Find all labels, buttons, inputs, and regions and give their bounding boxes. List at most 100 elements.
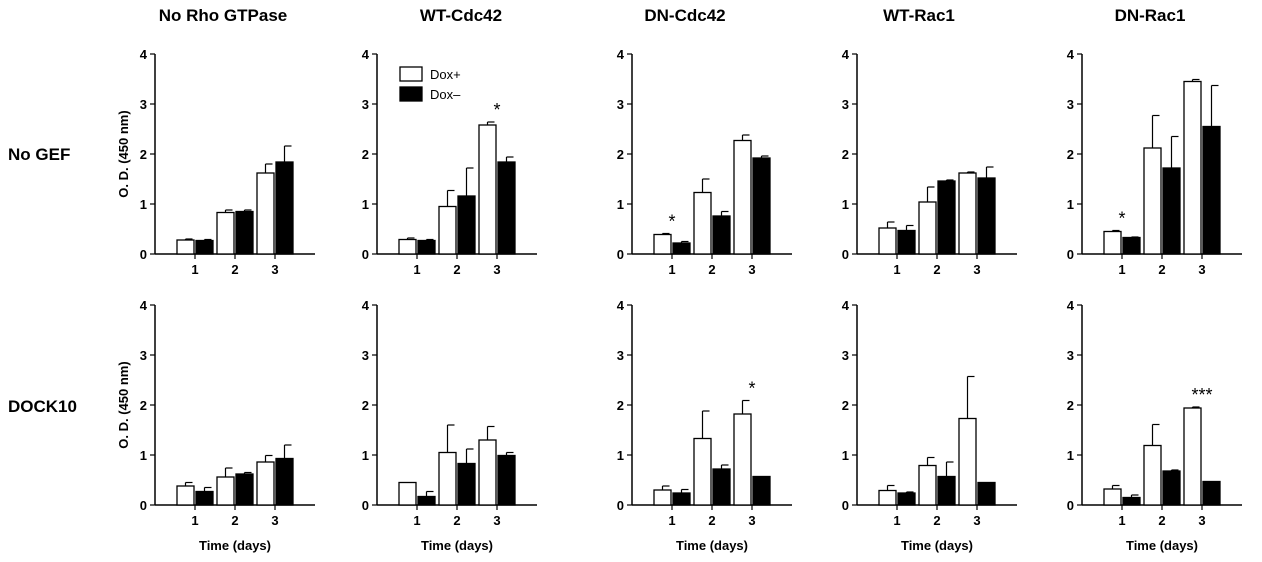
y-tick-label: 1 [842, 448, 849, 463]
bar-dox-plus [653, 233, 672, 255]
y-tick-label: 0 [842, 498, 849, 513]
bar-dox-minus [497, 454, 516, 506]
column-title-3: WT-Rac1 [883, 6, 955, 25]
bar-dox-minus [1162, 470, 1181, 506]
bar-dox-plus [1143, 444, 1162, 506]
x-tick-label: 1 [1118, 513, 1125, 528]
x-tick-label: 2 [708, 513, 715, 528]
x-axis-title: Time (days) [199, 538, 271, 553]
bar-dox-plus [1143, 147, 1162, 255]
x-axis-title: Time (days) [676, 538, 748, 553]
x-tick-label: 2 [231, 262, 238, 277]
bar-dox-minus [712, 468, 731, 506]
x-tick-label: 1 [191, 513, 198, 528]
y-tick-label: 1 [362, 448, 369, 463]
y-tick-label: 2 [842, 147, 849, 162]
x-axis-title: Time (days) [421, 538, 493, 553]
bar-dox-plus [398, 238, 417, 255]
bar-dox-plus [176, 239, 195, 255]
bar-dox-minus [897, 229, 916, 255]
y-tick-label: 0 [140, 247, 147, 262]
bar-dox-minus [195, 490, 214, 506]
y-tick-label: 0 [617, 247, 624, 262]
bar-dox-plus [693, 437, 712, 506]
x-tick-label: 2 [933, 262, 940, 277]
bar-dox-plus [733, 413, 752, 506]
bar-dox-plus [438, 451, 457, 506]
bar-dox-plus [918, 464, 937, 506]
column-title-1: WT-Cdc42 [420, 6, 502, 25]
y-axis-title: O. D. (450 nm) [116, 361, 131, 448]
y-tick-label: 0 [1067, 498, 1074, 513]
x-tick-label: 3 [1198, 513, 1205, 528]
bar-dox-minus [1162, 167, 1181, 255]
bar-dox-plus [693, 191, 712, 255]
bar-dox-minus [417, 239, 436, 255]
y-tick-label: 4 [362, 47, 370, 62]
y-tick-label: 4 [362, 298, 370, 313]
x-tick-label: 1 [668, 513, 675, 528]
bar-dox-plus [878, 489, 897, 506]
x-tick-label: 2 [231, 513, 238, 528]
bar-dox-minus [752, 475, 771, 506]
bar-dox-plus [918, 201, 937, 255]
bar-dox-minus [1202, 480, 1221, 506]
y-axis-title: O. D. (450 nm) [116, 110, 131, 197]
x-tick-label: 2 [933, 513, 940, 528]
row-title-0: No GEF [8, 145, 70, 164]
legend-swatch-dox-minus [399, 86, 423, 102]
y-tick-label: 3 [842, 97, 849, 112]
bar-dox-minus [712, 215, 731, 255]
y-tick-label: 3 [140, 97, 147, 112]
bar-dox-minus [1122, 496, 1141, 506]
row-title-1: DOCK10 [8, 397, 77, 416]
bar-dox-plus [1183, 407, 1202, 506]
y-tick-label: 2 [362, 398, 369, 413]
y-tick-label: 2 [617, 398, 624, 413]
bar-dox-plus [256, 172, 275, 255]
y-tick-label: 0 [140, 498, 147, 513]
y-tick-label: 4 [842, 47, 850, 62]
y-tick-label: 1 [140, 197, 147, 212]
x-tick-label: 3 [973, 513, 980, 528]
y-tick-label: 1 [1067, 448, 1074, 463]
y-tick-label: 4 [140, 298, 148, 313]
x-tick-label: 1 [893, 262, 900, 277]
y-tick-label: 3 [1067, 348, 1074, 363]
y-tick-label: 1 [842, 197, 849, 212]
bar-dox-minus [977, 481, 996, 506]
y-tick-label: 1 [617, 448, 624, 463]
y-tick-label: 2 [1067, 147, 1074, 162]
y-tick-label: 0 [362, 498, 369, 513]
bar-dox-plus [478, 124, 497, 255]
bar-dox-minus [672, 492, 691, 506]
x-tick-label: 1 [1118, 262, 1125, 277]
x-tick-label: 1 [413, 513, 420, 528]
significance-marker: * [668, 212, 675, 232]
panel-4: 0 1 2 3 4 1 2 3 * [1067, 47, 1242, 277]
x-tick-label: 3 [748, 513, 755, 528]
bar-dox-minus [752, 157, 771, 255]
y-tick-label: 3 [617, 348, 624, 363]
x-tick-label: 2 [708, 262, 715, 277]
bar-dox-minus [235, 473, 254, 506]
bar-dox-minus [937, 475, 956, 506]
bar-dox-plus [438, 205, 457, 255]
x-tick-label: 3 [271, 513, 278, 528]
panel-3: 0 1 2 3 4 1 2 3 [842, 47, 1017, 277]
bar-dox-minus [937, 180, 956, 255]
y-tick-label: 3 [617, 97, 624, 112]
y-tick-label: 0 [617, 498, 624, 513]
y-tick-label: 2 [1067, 398, 1074, 413]
bar-dox-minus [457, 462, 476, 506]
bar-dox-plus [653, 489, 672, 506]
bar-dox-minus [235, 210, 254, 255]
y-tick-label: 0 [842, 247, 849, 262]
x-tick-label: 3 [271, 262, 278, 277]
legend-label-dox-plus: Dox+ [430, 67, 461, 82]
bar-dox-plus [1183, 80, 1202, 255]
x-tick-label: 2 [1158, 513, 1165, 528]
